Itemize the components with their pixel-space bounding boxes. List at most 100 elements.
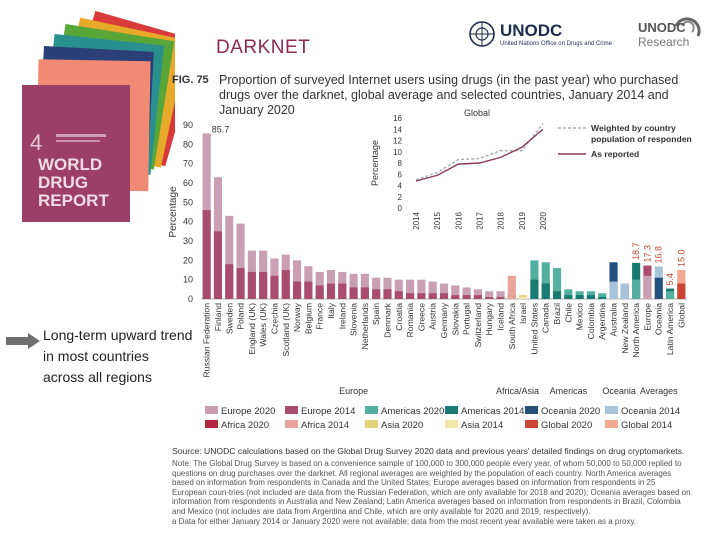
- inset-legend-label: Weighted by country population of respond…: [591, 123, 692, 144]
- category-label: Czechia: [269, 303, 279, 334]
- bar-2020: [541, 262, 550, 299]
- value-label: 18.7: [631, 242, 641, 260]
- legend-label: Africa 2020: [221, 420, 269, 431]
- value-label: 15.0: [676, 249, 686, 267]
- report-cover-front: [22, 85, 130, 222]
- legend-label: Africa 2014: [301, 420, 349, 431]
- inset-legend-label-line: population of respondents: [591, 134, 692, 144]
- y-tick-label: 50: [183, 197, 193, 207]
- bar-2014: [564, 295, 573, 299]
- legend-swatch: [525, 420, 538, 428]
- bar-2014: [575, 295, 584, 299]
- bar-2014: [632, 279, 641, 299]
- category-label: Spain: [371, 303, 381, 325]
- legend-swatch: [445, 406, 458, 414]
- inset-y-tick-label: 0: [398, 204, 403, 213]
- bar-2014: [541, 283, 550, 299]
- bar-2020: [360, 273, 369, 299]
- y-tick-label: 60: [183, 178, 193, 188]
- category-label: Netherlands: [360, 303, 370, 349]
- bar-2014: [225, 264, 234, 299]
- bar-2020: [394, 279, 403, 299]
- category-label: Canada: [541, 303, 551, 333]
- bar-2020: [519, 295, 528, 299]
- category-label: Switzerland: [473, 303, 483, 348]
- bar-2020: [417, 279, 426, 299]
- region-group-label: Europe: [339, 386, 368, 396]
- bar-2014: [620, 283, 629, 299]
- bar-2020: [293, 260, 302, 299]
- legend-label: Americas 2014: [461, 406, 524, 417]
- bar-2014: [496, 297, 505, 299]
- legend-swatch: [205, 420, 218, 428]
- global-line-chart-inset: Global Percentage 0 2 4 6 8 10 12 14 16 2014 2015 201…: [364, 106, 692, 234]
- category-label: France: [315, 303, 325, 330]
- category-label: Poland: [236, 303, 246, 330]
- inset-y-tick-label: 14: [393, 125, 402, 134]
- inset-y-tick-label: 4: [398, 182, 403, 191]
- category-label: Global: [676, 303, 686, 328]
- unodc-subtitle: United Nations Office on Drugs and Crime: [500, 41, 612, 47]
- category-label: Sweden: [224, 303, 234, 334]
- category-label: Germany: [439, 302, 449, 338]
- legend-label: Global 2014: [621, 420, 672, 431]
- unodc-logo: UNODC United Nations Office on Drugs and…: [468, 20, 612, 50]
- bar-2014: [270, 275, 279, 299]
- bar-2020: [383, 277, 392, 299]
- legend-swatch: [365, 420, 378, 428]
- bar-2014: [304, 281, 313, 299]
- legend-swatch: [445, 420, 458, 428]
- category-label: Europe: [642, 303, 652, 331]
- bar-2014: [552, 291, 562, 299]
- category-label: Denmark: [382, 302, 392, 338]
- category-label: New Zealand: [620, 303, 630, 354]
- bar-2014: [349, 287, 358, 299]
- bar-2014: [654, 277, 663, 299]
- category-label: Austria: [428, 303, 438, 330]
- bar-2014: [462, 295, 471, 299]
- bar-2020: [372, 277, 381, 299]
- report-cover-textline: [56, 140, 100, 142]
- y-tick-label: 80: [183, 139, 193, 149]
- bar-2020: [473, 289, 482, 299]
- bar-2014: [406, 293, 415, 299]
- category-label: Iceland: [496, 303, 506, 331]
- figure-footnote: a Data for either January 2014 or Januar…: [172, 516, 637, 526]
- bar-2014: [519, 297, 528, 299]
- y-tick-label: 40: [183, 217, 193, 227]
- legend-swatch: [525, 406, 538, 414]
- category-label: South Africa: [507, 303, 517, 350]
- category-label: Portugal: [462, 303, 472, 335]
- category-label: Scotland (UK): [281, 303, 291, 357]
- category-label: Russian Federation: [202, 303, 212, 378]
- inset-x-tick-label: 2018: [497, 211, 506, 229]
- value-label: 5.4: [665, 273, 675, 286]
- category-label: Slovakia: [450, 303, 460, 336]
- value-label: 85.7: [212, 124, 230, 134]
- inset-y-tick-label: 12: [393, 137, 402, 146]
- trend-annotation: Long-term upward trend in most countries…: [43, 327, 193, 385]
- inset-x-tick-label: 2020: [539, 211, 548, 229]
- bar-2014: [247, 271, 256, 299]
- inset-series-line: [415, 123, 544, 181]
- bar-2014: [586, 295, 595, 299]
- legend-label: Americas 2020: [381, 406, 444, 417]
- category-label: Wales (UK): [258, 303, 268, 347]
- bar-2014: [677, 283, 686, 299]
- inset-title: Global: [464, 108, 490, 118]
- region-group-label: Oceania: [602, 386, 636, 396]
- inset-x-tick-label: 2014: [412, 211, 421, 229]
- inset-y-tick-label: 10: [393, 148, 402, 157]
- category-label: Oceania: [654, 303, 664, 335]
- category-label: Belgium: [303, 303, 313, 334]
- category-label: Croatia: [394, 303, 404, 331]
- inset-legend-label: As reported: [591, 149, 639, 159]
- bar-2020: [609, 262, 618, 299]
- category-label: Argentina: [597, 303, 607, 340]
- figure-title: Proportion of surveyed Internet users us…: [219, 73, 679, 117]
- inset-y-tick-label: 6: [398, 170, 403, 179]
- report-cover-word-world: WORLD: [38, 155, 102, 174]
- bar-2014: [202, 210, 211, 299]
- inset-x-tick-label: 2015: [433, 211, 442, 229]
- bar-2014: [428, 293, 437, 299]
